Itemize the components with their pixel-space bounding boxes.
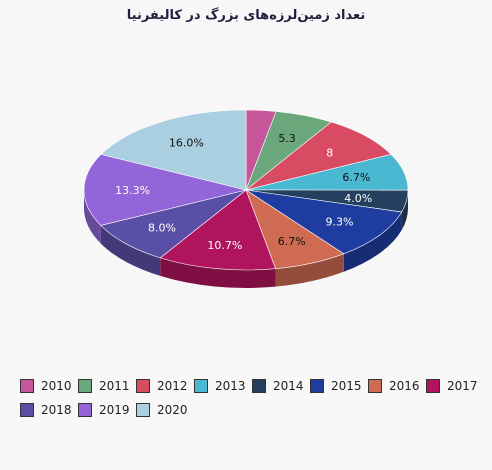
legend-label: 2013 [215,379,246,393]
legend-swatch [252,379,266,393]
legend-label: 2011 [99,379,130,393]
slice-side-2018 [100,225,161,276]
legend-item-2019: 2019 [78,402,130,418]
data-label-2015: 9.3% [326,216,354,229]
chart-title: تعداد زمین‌لرزه‌های بزرگ در کالیفرنیا [126,8,366,23]
legend-swatch [20,379,34,393]
legend-item-2016: 2016 [368,378,420,394]
slice-2015 [245,189,403,255]
legend-label: 2014 [273,379,304,393]
legend-label: 2017 [447,379,478,393]
legend-swatch [368,379,382,393]
legend-swatch [136,403,150,417]
data-label-2013: 6.7% [342,171,370,184]
slice-side-2019 [84,190,101,244]
slice-side-2015 [343,212,402,272]
legend-item-2015: 2015 [310,378,362,394]
legend-swatch [20,403,34,417]
legend-label: 2018 [41,403,72,417]
legend-item-2011: 2011 [78,378,130,394]
slice-2019 [83,153,247,226]
legend-label: 2020 [157,403,188,417]
data-label-2014: 4.0% [344,192,372,205]
data-label-2012: 8 [326,146,333,159]
data-label-2011: 5.3 [278,132,296,145]
legend-swatch [310,379,324,393]
legend-label: 2010 [41,379,72,393]
legend-label: 2016 [389,379,420,393]
legend-swatch [194,379,208,393]
slice-2017 [159,189,276,271]
legend-item-2010: 2010 [20,378,72,394]
data-label-2019: 13.3% [115,184,150,197]
legend-item-2013: 2013 [194,378,246,394]
legend-item-2017: 2017 [426,378,478,394]
legend-swatch [78,403,92,417]
legend-item-2014: 2014 [252,378,304,394]
slice-side-2014 [401,190,408,231]
slice-side-2017 [160,257,276,288]
legend-item-2018: 2018 [20,402,72,418]
legend-label: 2015 [331,379,362,393]
slice-2012 [245,121,392,191]
legend-label: 2019 [99,403,130,417]
slice-2018 [100,189,247,259]
data-label-2017: 10.7% [207,239,242,252]
legend-item-2020: 2020 [136,402,188,418]
data-label-2020: 16.0% [169,136,204,149]
data-label-2016: 6.7% [278,235,306,248]
legend-item-2012: 2012 [136,378,188,394]
data-label-2018: 8.0% [148,222,176,235]
legend-swatch [426,379,440,393]
slice-2020 [100,109,247,191]
legend-label: 2012 [157,379,188,393]
slice-side-2016 [275,253,344,287]
legend-swatch [136,379,150,393]
legend-swatch [78,379,92,393]
